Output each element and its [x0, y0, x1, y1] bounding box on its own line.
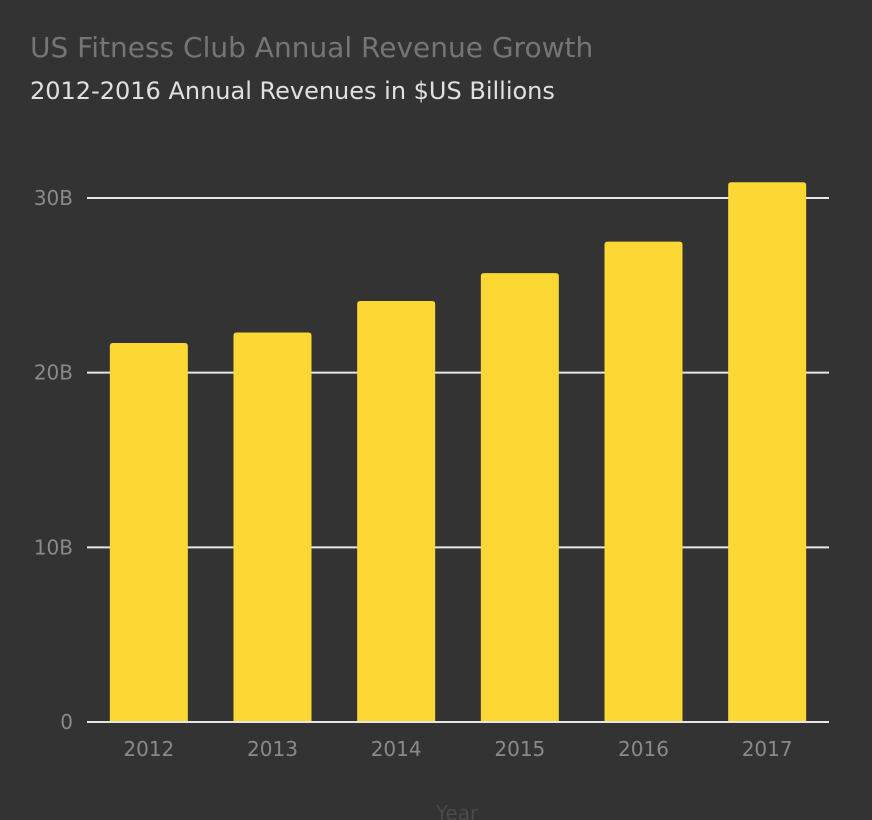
chart-subtitle: 2012-2016 Annual Revenues in $US Billion…: [30, 77, 555, 105]
bar-2016[interactable]: [604, 241, 683, 722]
y-tick-label: 30B: [34, 186, 73, 210]
bar-2014[interactable]: [357, 301, 436, 722]
y-tick-label: 0: [60, 710, 73, 734]
y-axis-ticks: 0 10B 20B 30B: [34, 186, 73, 734]
x-tick-label: 2012: [123, 737, 174, 761]
bar-2017[interactable]: [728, 182, 807, 722]
bar-2013[interactable]: [233, 332, 312, 722]
x-axis-ticks: 2012 2013 2014 2015 2016 2017: [123, 737, 792, 761]
x-tick-label: 2013: [247, 737, 298, 761]
bar-2012[interactable]: [109, 342, 188, 722]
x-tick-label: 2017: [742, 737, 793, 761]
x-tick-label: 2015: [494, 737, 545, 761]
bars: [87, 182, 829, 723]
bar-2015[interactable]: [480, 273, 559, 722]
x-tick-label: 2014: [371, 737, 422, 761]
y-tick-label: 20B: [34, 361, 73, 385]
x-tick-label: 2016: [618, 737, 669, 761]
x-axis-title: Year: [435, 801, 479, 820]
chart-title: US Fitness Club Annual Revenue Growth: [30, 31, 593, 64]
y-tick-label: 10B: [34, 535, 73, 559]
